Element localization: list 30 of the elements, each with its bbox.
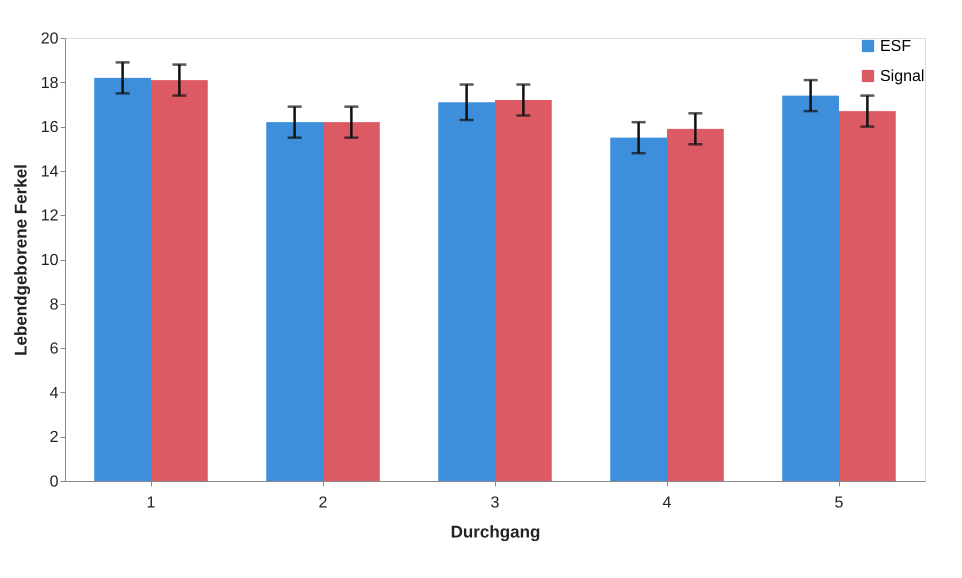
x-tick-label: 3 bbox=[490, 494, 500, 512]
y-tick-label: 0 bbox=[50, 474, 59, 490]
x-tick-label: 5 bbox=[834, 494, 844, 512]
y-axis-title: Lebendgeborene Ferkel bbox=[12, 164, 31, 356]
x-tick-label: 4 bbox=[662, 494, 672, 512]
bar bbox=[495, 100, 552, 481]
bar bbox=[151, 80, 208, 481]
y-tick-label: 12 bbox=[40, 208, 59, 225]
y-tick-label: 8 bbox=[50, 296, 59, 314]
legend-label: Signal bbox=[880, 68, 924, 85]
bar bbox=[782, 96, 839, 481]
bar bbox=[667, 128, 724, 481]
x-tick-label: 2 bbox=[318, 494, 328, 512]
x-axis-title: Durchgang bbox=[450, 522, 540, 542]
bar bbox=[323, 122, 380, 481]
bar bbox=[438, 102, 495, 481]
legend-label: ESF bbox=[880, 38, 912, 55]
y-tick-label: 10 bbox=[40, 252, 59, 269]
bar bbox=[94, 78, 151, 481]
x-tick-label: 1 bbox=[146, 494, 156, 512]
bar bbox=[839, 111, 896, 481]
y-tick-label: 4 bbox=[50, 384, 59, 402]
y-tick-label: 2 bbox=[50, 429, 59, 446]
bar bbox=[266, 122, 323, 481]
bar bbox=[610, 138, 667, 481]
y-tick-label: 20 bbox=[40, 30, 59, 48]
y-tick-label: 18 bbox=[40, 74, 59, 92]
y-tick-label: 16 bbox=[40, 119, 59, 136]
y-tick-label: 6 bbox=[50, 340, 59, 358]
y-tick-label: 14 bbox=[40, 163, 59, 180]
